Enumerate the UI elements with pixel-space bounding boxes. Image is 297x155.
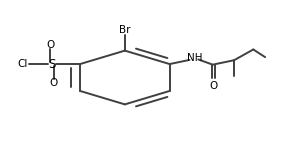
Text: Cl: Cl bbox=[17, 59, 28, 69]
Text: O: O bbox=[46, 40, 55, 50]
Text: S: S bbox=[48, 58, 56, 71]
Text: O: O bbox=[49, 78, 58, 88]
Text: NH: NH bbox=[187, 53, 203, 63]
Text: O: O bbox=[209, 81, 217, 91]
Text: Br: Br bbox=[119, 25, 131, 35]
